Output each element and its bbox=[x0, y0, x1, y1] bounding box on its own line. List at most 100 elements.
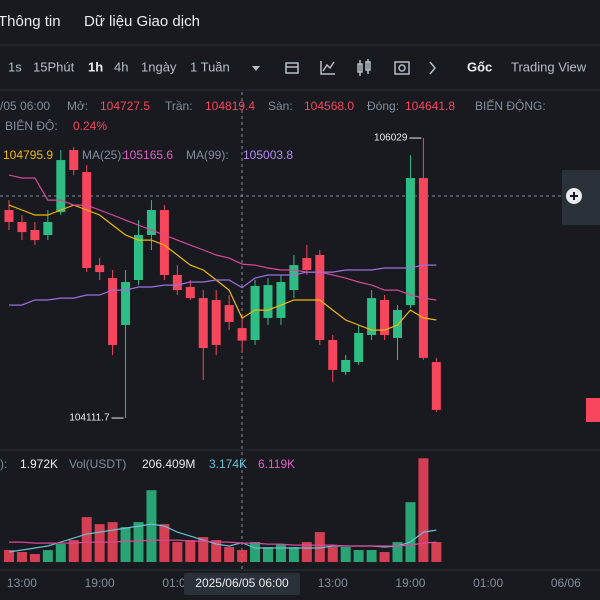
interval[interactable]: 1 Tuần bbox=[190, 59, 230, 74]
volume-bar bbox=[431, 542, 442, 562]
plot: 106029 104111.7 13:00 19:00 01:00 13:00 19:00 0… bbox=[4, 133, 581, 595]
view-option[interactable]: Gốc bbox=[467, 59, 492, 74]
volume-bar bbox=[224, 547, 235, 562]
volume-bar bbox=[185, 540, 196, 562]
volume-value: 206.409M bbox=[142, 457, 195, 471]
volume-value: 3.174K bbox=[209, 457, 247, 471]
candle-body bbox=[380, 299, 390, 336]
crosshair-time-box bbox=[184, 573, 300, 595]
info-label: BIẾN ĐỘNG: bbox=[475, 98, 546, 113]
volume-bar bbox=[120, 527, 131, 562]
candle-body bbox=[134, 235, 143, 280]
candle-body bbox=[95, 265, 105, 273]
volume-bar bbox=[211, 540, 222, 562]
candle-body bbox=[263, 285, 273, 318]
volume-bar bbox=[379, 552, 390, 562]
volume-bar bbox=[288, 547, 299, 562]
candle-body bbox=[250, 285, 260, 340]
volume-bar bbox=[55, 544, 66, 562]
candle-body bbox=[354, 332, 364, 363]
info-value: 104819.4 bbox=[205, 99, 255, 113]
candle-body bbox=[328, 340, 338, 370]
tool-icon[interactable] bbox=[285, 62, 299, 74]
ma-label: MA(25): bbox=[82, 148, 125, 162]
volume-bar bbox=[29, 554, 40, 562]
volume-bar bbox=[340, 547, 351, 562]
candle-body bbox=[4, 210, 14, 223]
candle-body bbox=[146, 210, 156, 235]
volume-bar bbox=[198, 537, 209, 562]
volume-value: 1.972K bbox=[20, 457, 58, 471]
high-marker: 106029 bbox=[374, 133, 408, 144]
volume-bar bbox=[42, 550, 53, 562]
x-tick-label: 06/06 bbox=[551, 576, 581, 590]
volume-bar bbox=[418, 458, 429, 562]
tab[interactable]: Dữ liệu Giao dịch bbox=[84, 13, 200, 30]
candle-body bbox=[198, 298, 208, 349]
info-label: Đóng: bbox=[367, 99, 399, 113]
interval[interactable]: 15Phút bbox=[33, 59, 75, 74]
info-time: /05 06:00 bbox=[0, 99, 50, 113]
low-marker: 104111.7 bbox=[69, 413, 110, 424]
volume-bar bbox=[94, 524, 105, 562]
info-label: Mở: bbox=[67, 99, 88, 113]
candle-body bbox=[43, 222, 53, 235]
tool-icon[interactable] bbox=[320, 61, 335, 75]
volume-bar bbox=[327, 547, 338, 562]
tab[interactable]: Thông tin bbox=[0, 13, 61, 30]
interval[interactable]: 1ngày bbox=[141, 59, 177, 74]
view-option[interactable]: Trading View bbox=[511, 59, 587, 74]
info-value: 104568.0 bbox=[304, 99, 354, 113]
ma-line bbox=[9, 264, 437, 306]
candle-body bbox=[315, 255, 325, 340]
volume-bar bbox=[159, 524, 170, 562]
tool-icon[interactable] bbox=[394, 61, 410, 75]
ma-line bbox=[8, 174, 437, 301]
volume-value: 6.119K bbox=[258, 457, 295, 471]
volume-bar bbox=[301, 542, 312, 562]
candle-body bbox=[224, 305, 234, 323]
volume-bar bbox=[353, 550, 364, 562]
candle-body bbox=[159, 210, 169, 276]
more-icon[interactable] bbox=[429, 61, 436, 75]
candle-body bbox=[69, 150, 79, 171]
dropdown-icon[interactable] bbox=[252, 66, 260, 71]
candle-body bbox=[108, 278, 118, 345]
volume-bar bbox=[146, 490, 157, 562]
volume-bar bbox=[366, 550, 377, 562]
tool-icon[interactable] bbox=[357, 59, 371, 76]
info-value: 104641.8 bbox=[405, 99, 455, 113]
candle-body bbox=[302, 258, 312, 271]
info-label: BIÊN ĐỘ: bbox=[5, 118, 58, 133]
interval[interactable]: 1s bbox=[8, 59, 22, 74]
volume-bar bbox=[68, 540, 79, 562]
ma-line bbox=[8, 204, 437, 331]
x-tick-label: 19:00 bbox=[395, 576, 425, 590]
info-value: 104727.5 bbox=[100, 99, 150, 113]
candle-body bbox=[405, 178, 415, 306]
candle-body bbox=[185, 286, 195, 299]
volume-label: Vol(USDT) bbox=[69, 457, 126, 471]
candle-body bbox=[237, 328, 247, 341]
volume-ma-line bbox=[9, 539, 437, 547]
candle-body bbox=[276, 282, 286, 318]
ma-value: 105165.6 bbox=[123, 148, 173, 162]
candle-body bbox=[289, 265, 299, 291]
interval[interactable]: 4h bbox=[114, 59, 128, 74]
plus-icon bbox=[570, 192, 578, 200]
volume-bar bbox=[16, 552, 27, 562]
candle-body bbox=[82, 172, 92, 269]
ma-value: 104795.9 bbox=[3, 148, 53, 162]
volume-bar bbox=[133, 522, 144, 562]
candle-body bbox=[393, 310, 402, 338]
candle-body bbox=[431, 362, 441, 410]
volume-bar bbox=[392, 542, 403, 562]
volume-label: ): bbox=[0, 457, 7, 471]
crosshair-time: 2025/06/05 06:00 bbox=[195, 576, 289, 590]
volume-bar bbox=[81, 517, 92, 562]
volume-bar bbox=[263, 547, 273, 562]
interval[interactable]: 1h bbox=[88, 59, 103, 74]
candle-body bbox=[56, 160, 66, 213]
